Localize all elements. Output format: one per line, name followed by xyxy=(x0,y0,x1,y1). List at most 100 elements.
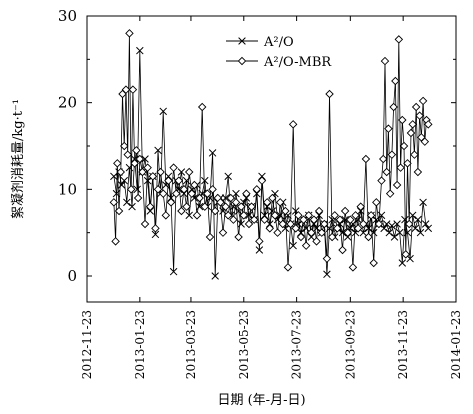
series-point xyxy=(145,202,155,211)
series-point xyxy=(353,224,363,233)
series-point xyxy=(234,232,243,242)
series-point xyxy=(238,37,246,45)
series-point xyxy=(268,193,277,203)
series-point xyxy=(232,189,240,198)
series-point xyxy=(389,102,398,112)
series-point xyxy=(128,85,138,94)
series-point xyxy=(229,215,238,224)
series-point xyxy=(286,219,295,229)
series-point xyxy=(366,211,376,220)
series-point xyxy=(399,141,409,151)
series-point xyxy=(249,215,259,224)
series-point xyxy=(200,202,210,211)
series-point xyxy=(361,154,371,164)
series-point xyxy=(174,176,184,185)
series-line xyxy=(113,33,429,268)
series-point xyxy=(208,149,217,157)
series-point xyxy=(374,219,384,229)
series-point xyxy=(348,263,358,272)
series-point xyxy=(411,102,421,112)
x-tick-label: 2013-09-23 xyxy=(343,310,357,379)
series-point xyxy=(317,228,326,237)
series-point xyxy=(208,185,217,194)
x-tick-label: 2013-11-23 xyxy=(396,310,410,379)
series-point xyxy=(403,159,412,168)
series-point xyxy=(223,211,233,220)
series-point xyxy=(130,159,139,168)
series-point xyxy=(333,224,342,233)
series-point xyxy=(210,206,220,216)
series-point xyxy=(244,219,254,229)
series-point xyxy=(197,102,207,112)
series-point xyxy=(187,189,197,198)
legend-label: A²/O-MBR xyxy=(263,55,332,70)
x-tick-label: 2013-05-23 xyxy=(237,310,251,379)
series-point xyxy=(151,230,160,239)
series-point xyxy=(382,220,391,228)
series-point xyxy=(291,224,300,233)
x-tick-label: 2013-07-23 xyxy=(290,310,304,379)
series-point xyxy=(132,146,141,155)
series-point xyxy=(312,237,321,246)
series-point xyxy=(385,228,394,237)
series-point xyxy=(340,206,350,216)
series-point xyxy=(270,211,280,220)
series-point xyxy=(395,228,404,237)
series-point xyxy=(121,85,131,94)
series-point xyxy=(158,189,168,198)
series-point xyxy=(195,202,204,211)
series-point xyxy=(190,180,199,190)
x-tick-label: 2012-11-23 xyxy=(80,310,94,379)
x-tick-label: 2013-01-23 xyxy=(133,310,147,379)
series-point xyxy=(117,181,126,189)
series-point xyxy=(364,232,373,242)
series-point xyxy=(252,185,262,194)
series-point xyxy=(169,267,178,276)
series-point xyxy=(343,233,352,241)
series-point xyxy=(323,270,331,279)
series-point xyxy=(335,215,345,224)
series-point xyxy=(390,233,399,241)
series-point xyxy=(201,176,209,185)
series-point xyxy=(255,246,264,254)
series-point xyxy=(203,189,212,198)
series-point xyxy=(388,221,396,230)
series-point xyxy=(148,172,158,181)
series-point xyxy=(120,176,128,185)
series-point xyxy=(391,76,400,86)
series-point xyxy=(109,198,119,207)
series-point xyxy=(327,232,337,242)
series-point xyxy=(369,258,378,268)
series-point xyxy=(380,56,390,66)
series-point xyxy=(320,219,329,229)
x-tick-label: 2014-01-23 xyxy=(449,310,463,379)
series-point xyxy=(309,215,319,224)
series-point xyxy=(414,215,422,224)
series-point xyxy=(185,211,193,220)
series-point xyxy=(384,124,393,133)
x-axis-title: 日期 (年-月-日) xyxy=(217,393,305,408)
series-point xyxy=(221,194,230,202)
series-point xyxy=(359,219,368,229)
series-point xyxy=(396,163,405,172)
series-point xyxy=(372,198,381,207)
series-point xyxy=(171,189,181,198)
series-point xyxy=(419,198,427,207)
series-point xyxy=(110,172,118,181)
series-point xyxy=(224,172,232,181)
y-tick-label: 0 xyxy=(67,267,77,285)
series-point xyxy=(377,176,386,185)
series-point xyxy=(406,128,416,138)
series-point xyxy=(288,120,298,129)
series-point xyxy=(128,202,136,211)
series-point xyxy=(153,185,163,194)
series-point xyxy=(281,206,290,216)
series-point xyxy=(420,137,430,146)
series-point xyxy=(164,176,173,185)
series-point xyxy=(239,211,249,220)
series-point xyxy=(265,224,275,233)
series-point xyxy=(307,233,316,241)
series-point xyxy=(182,202,191,211)
series-point xyxy=(135,154,145,164)
series-point xyxy=(177,168,186,176)
